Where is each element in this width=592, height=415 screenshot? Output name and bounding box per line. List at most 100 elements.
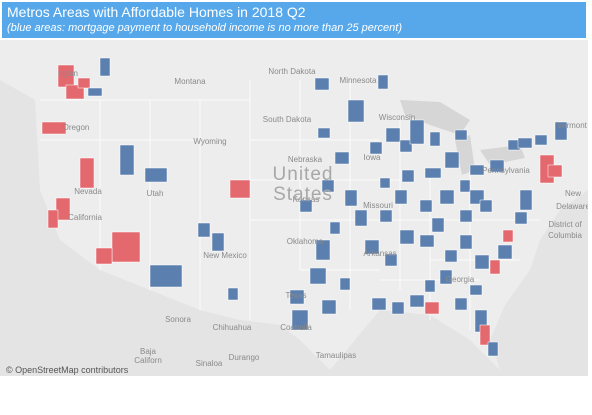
affordable-metro [399, 139, 413, 153]
subtitle: (blue areas: mortgage payment to househo… [7, 22, 403, 34]
affordable-metro [211, 232, 225, 252]
affordable-metro [489, 159, 505, 173]
unaffordable-metro [95, 247, 113, 265]
affordable-metro [347, 99, 365, 123]
affordable-metro [444, 151, 460, 169]
map-label: California [68, 213, 102, 222]
map-label: Delaware [556, 202, 588, 211]
affordable-metro [469, 164, 485, 176]
affordable-metro [474, 254, 490, 270]
affordable-metro [419, 199, 433, 213]
affordable-metro [291, 309, 309, 331]
unaffordable-metro [41, 121, 67, 135]
affordable-metro [459, 179, 471, 193]
map-label: Baja [140, 347, 157, 356]
map-label: Wyoming [193, 137, 226, 146]
affordable-metro [377, 74, 389, 90]
affordable-metro [409, 119, 425, 145]
map-label: ngton [58, 69, 78, 78]
map-label: Pennsylvania [482, 166, 530, 175]
map-label: North Dakota [268, 67, 316, 76]
affordable-metro [419, 234, 435, 248]
affordable-metro [554, 121, 568, 141]
unaffordable-metro [55, 197, 71, 221]
map-label: Texas [286, 291, 307, 300]
map-label: Durango [229, 353, 260, 362]
affordable-metro [299, 199, 313, 213]
map-label: Kansas [293, 195, 320, 204]
affordable-metro [424, 167, 442, 179]
affordable-metro [459, 234, 473, 250]
header: Metros Areas with Affordable Homes in 20… [2, 2, 586, 38]
affordable-metro [517, 137, 533, 149]
affordable-metro [119, 144, 135, 176]
affordable-metro [444, 249, 458, 263]
affordable-metro [487, 341, 499, 357]
map-label: Chihuahua [213, 323, 252, 332]
map-label: Iowa [364, 153, 381, 162]
affordable-metro [197, 222, 211, 238]
map-label: Californ [134, 356, 162, 365]
map-label: Vermont [557, 121, 588, 130]
affordable-metro [379, 209, 393, 223]
map-label: Tamaulipas [316, 351, 356, 360]
affordable-metro [339, 277, 351, 291]
affordable-metro [369, 141, 383, 155]
metros [41, 57, 568, 357]
map-label: Utah [147, 189, 164, 198]
unaffordable-metro [229, 179, 251, 199]
map-label: Sonora [165, 315, 191, 324]
affordable-metro [385, 127, 401, 143]
affordable-metro [334, 151, 350, 165]
map-label: Montana [174, 77, 206, 86]
affordable-metro [344, 189, 358, 207]
affordable-metro [99, 57, 111, 77]
affordable-metro [394, 189, 408, 205]
map-label: Georgia [446, 275, 475, 284]
map-label: Missouri [363, 201, 393, 210]
affordable-metro [439, 189, 455, 205]
map: ngton Montana North Dakota Minnesota Sou… [0, 40, 588, 376]
affordable-metro [497, 244, 513, 260]
affordable-metro [429, 131, 441, 147]
map-label: Oregon [63, 123, 90, 132]
map-label: Oklahoma [287, 237, 324, 246]
map-label: New Mexico [203, 251, 247, 260]
map-label: New [565, 189, 581, 198]
affordable-metro [469, 284, 483, 296]
unaffordable-metro [479, 324, 491, 346]
map-label: Nevada [74, 187, 102, 196]
affordable-metro [409, 294, 425, 308]
affordable-metro [454, 129, 468, 141]
map-label: Nebraska [288, 155, 323, 164]
affordable-metro [479, 199, 493, 213]
affordable-metro [321, 299, 337, 315]
affordable-metro [321, 179, 335, 193]
attribution: © OpenStreetMap contributors [6, 365, 129, 375]
affordable-metro [314, 77, 330, 91]
affordable-metro [431, 217, 445, 233]
unaffordable-metro [65, 84, 85, 100]
map-label: Minnesota [340, 76, 377, 85]
affordable-metro [309, 267, 327, 285]
unaffordable-metro [79, 157, 95, 189]
unaffordable-metro [547, 164, 563, 178]
affordable-metro [384, 253, 398, 267]
map-label: South Dakota [263, 115, 312, 124]
affordable-metro [317, 127, 331, 139]
affordable-metro [315, 239, 331, 261]
affordable-metro [364, 239, 380, 255]
affordable-metro [289, 289, 305, 305]
affordable-metro [439, 269, 453, 285]
map-label: Wisconsin [379, 113, 415, 122]
map-label: District of [548, 220, 582, 229]
affordable-metro [534, 134, 548, 146]
affordable-metro [87, 87, 103, 97]
unaffordable-metro [77, 77, 91, 89]
title: Metros Areas with Affordable Homes in 20… [7, 4, 306, 20]
map-label: Sinaloa [196, 359, 223, 368]
unaffordable-metro [424, 301, 440, 315]
affordable-metro [379, 177, 391, 189]
country-label: States [273, 184, 333, 205]
